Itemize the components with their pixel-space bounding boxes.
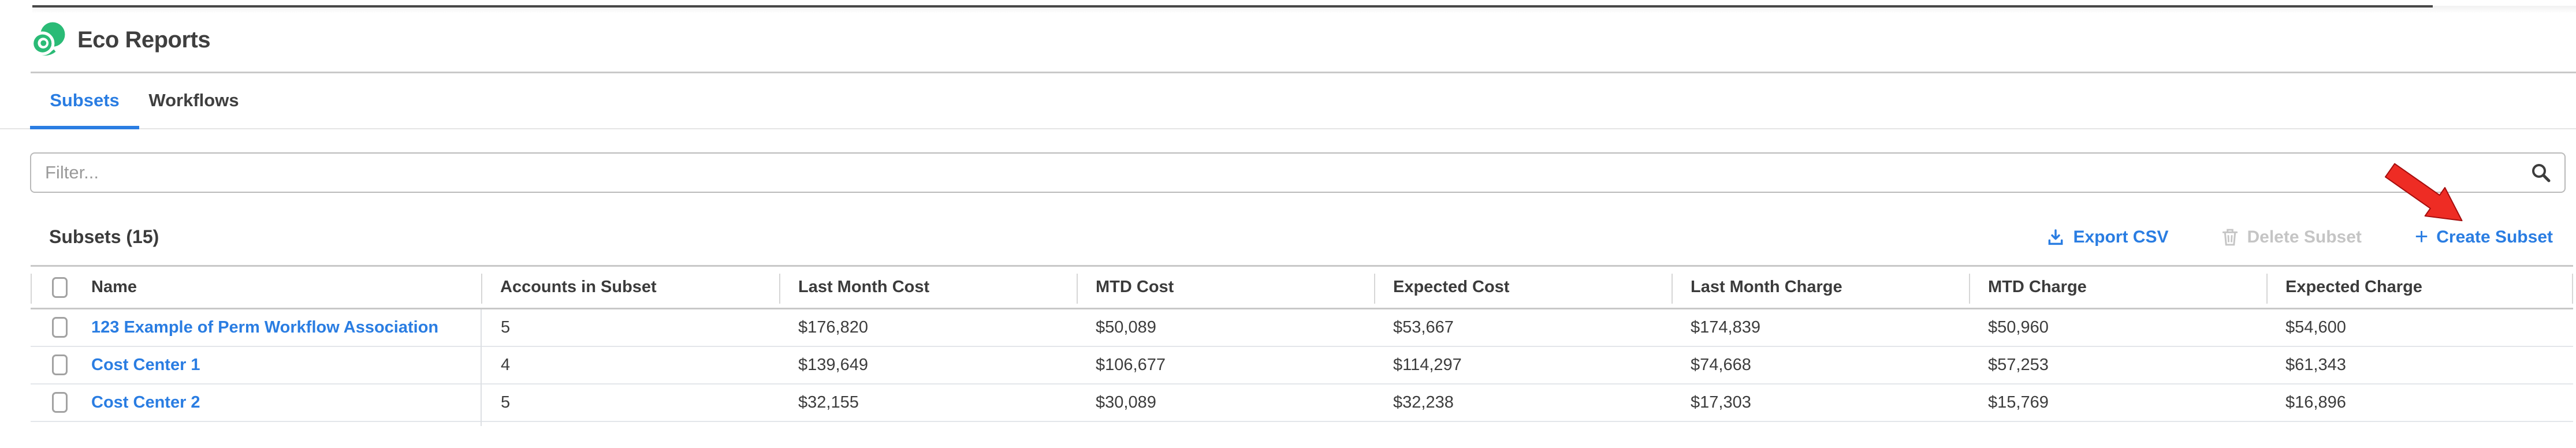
download-icon bbox=[2049, 229, 2063, 245]
table-cell: $16,896 bbox=[2285, 393, 2346, 412]
top-band bbox=[32, 6, 2576, 13]
column-header: Accounts in Subset bbox=[481, 266, 779, 309]
table-cell: $57,253 bbox=[1988, 355, 2049, 374]
table-cell: 5 bbox=[501, 393, 511, 412]
create-subset-button[interactable]: + Create Subset bbox=[2414, 223, 2553, 249]
section-title: Subsets (15) bbox=[49, 226, 159, 247]
table-cell: $174,839 bbox=[1691, 318, 1760, 337]
table-cell: $106,677 bbox=[1096, 355, 1166, 374]
table-cell: 4 bbox=[501, 355, 511, 374]
table-cell: $15,769 bbox=[1988, 393, 2049, 412]
eco-logo-icon bbox=[31, 22, 65, 56]
tab-subsets[interactable]: Subsets bbox=[30, 73, 139, 129]
trash-icon bbox=[2223, 229, 2238, 245]
delete-subset-button[interactable]: Delete Subset bbox=[2221, 227, 2362, 247]
subset-name-link[interactable]: Cost Center 2 bbox=[91, 393, 200, 412]
table-cell: $50,089 bbox=[1096, 318, 1156, 337]
column-header: Last Month Charge bbox=[1672, 266, 1969, 309]
table-row: 123 Example of Perm Workflow Association… bbox=[31, 308, 2573, 346]
subset-name-link[interactable]: Cost Center 1 bbox=[91, 355, 200, 374]
table-cell: $139,649 bbox=[798, 355, 868, 374]
column-header-label: Name bbox=[91, 278, 137, 296]
table-cell: $114,297 bbox=[1393, 355, 1462, 374]
search-icon[interactable] bbox=[2531, 163, 2551, 182]
table-cell: $61,343 bbox=[2285, 355, 2346, 374]
row-checkbox[interactable] bbox=[52, 392, 68, 413]
filter-input[interactable] bbox=[30, 152, 2566, 193]
subsets-table-wrap: Name Accounts in Subset Last Month Cost MTD… bbox=[31, 265, 2573, 426]
tab-bar: Subsets Workflows bbox=[0, 73, 2576, 129]
table-row: Cost Center 2 5 $32,155 $30,089 $32,238 $17,3… bbox=[31, 383, 2573, 421]
table-cell: $176,820 bbox=[798, 318, 868, 337]
table-cell: $32,238 bbox=[1393, 393, 1454, 412]
row-checkbox[interactable] bbox=[52, 354, 68, 375]
table-row-partial bbox=[31, 421, 2573, 426]
column-header: Expected Cost bbox=[1374, 266, 1672, 309]
tab-workflows[interactable]: Workflows bbox=[148, 90, 239, 110]
table-header-row: Name Accounts in Subset Last Month Cost MTD… bbox=[31, 266, 2573, 309]
table-cell: $30,089 bbox=[1096, 393, 1156, 412]
section-toolbar: Subsets (15) Export CSV Delete Subset + … bbox=[30, 223, 2553, 249]
subset-name-link[interactable]: 123 Example of Perm Workflow Association bbox=[91, 318, 439, 337]
create-subset-label: Create Subset bbox=[2436, 227, 2553, 247]
column-header: Last Month Cost bbox=[779, 266, 1077, 309]
table-body: 123 Example of Perm Workflow Association… bbox=[31, 308, 2573, 426]
delete-subset-label: Delete Subset bbox=[2247, 227, 2362, 247]
table-row: Cost Center 1 4 $139,649 $106,677 $114,297 $7… bbox=[31, 346, 2573, 384]
subsets-table: Name Accounts in Subset Last Month Cost MTD… bbox=[31, 265, 2573, 426]
table-cell: $32,155 bbox=[798, 393, 859, 412]
header-divider bbox=[31, 72, 2576, 73]
app-header: Eco Reports bbox=[0, 0, 2576, 58]
column-header: MTD Cost bbox=[1077, 266, 1374, 309]
export-csv-label: Export CSV bbox=[2073, 227, 2169, 247]
table-cell: $17,303 bbox=[1691, 393, 1751, 412]
row-checkbox[interactable] bbox=[52, 317, 68, 338]
table-cell: $54,600 bbox=[2285, 318, 2346, 337]
export-csv-button[interactable]: Export CSV bbox=[2046, 227, 2168, 247]
page-title: Eco Reports bbox=[77, 27, 211, 53]
filter-bar bbox=[30, 152, 2566, 193]
table-cell: $53,667 bbox=[1393, 318, 1454, 337]
table-cell: $74,668 bbox=[1691, 355, 1751, 374]
column-header: MTD Charge bbox=[1969, 266, 2266, 309]
top-dark-line bbox=[32, 5, 2433, 8]
column-header: Name bbox=[31, 266, 481, 309]
table-cell: $50,960 bbox=[1988, 318, 2049, 337]
column-header: Expected Charge bbox=[2266, 266, 2573, 309]
select-all-checkbox[interactable] bbox=[52, 277, 68, 298]
plus-icon: + bbox=[2414, 223, 2429, 249]
table-cell: 5 bbox=[501, 318, 511, 337]
